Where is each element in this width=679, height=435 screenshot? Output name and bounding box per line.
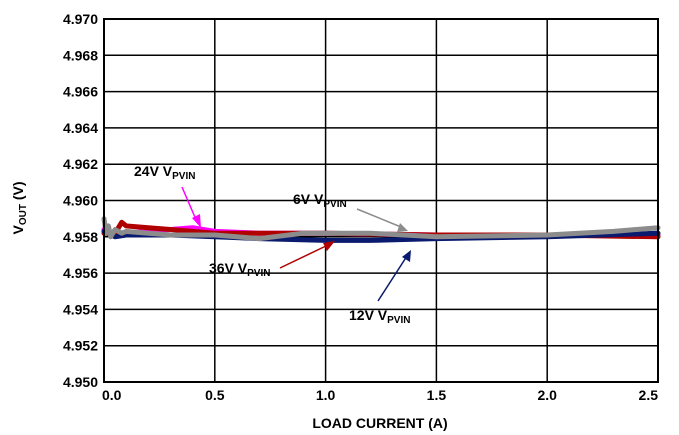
y-tick-label: 4.954	[63, 301, 98, 317]
y-tick-labels: 4.950 4.952 4.954 4.956 4.958 4.960 4.962 4.964…	[63, 11, 98, 390]
x-tick-label: 2.5	[639, 387, 659, 403]
annotation-arrowhead-6v	[397, 223, 408, 232]
annotation-arrow-36v	[279, 244, 329, 269]
y-tick-label: 4.960	[63, 193, 98, 209]
annotation-arrowhead-12v	[402, 250, 411, 262]
y-tick-label: 4.956	[63, 265, 98, 281]
annotation-arrow-12v	[377, 255, 408, 302]
series-label-12v: 12V VPVIN	[349, 307, 410, 326]
series-label-36v: 36V VPVIN	[209, 260, 270, 279]
plot-frame	[103, 18, 659, 383]
series-label-24v: 24V VPVIN	[134, 163, 195, 182]
annotation-arrow-6v	[356, 208, 402, 228]
y-tick-label: 4.966	[63, 84, 98, 100]
y-tick-label: 4.964	[63, 120, 98, 136]
y-tick-label: 4.950	[63, 374, 98, 390]
x-tick-label: 1.5	[427, 387, 447, 403]
annotation-arrowhead-24v	[192, 214, 201, 228]
x-tick-label: 2.0	[537, 387, 557, 403]
annotation-arrowhead-36v	[323, 241, 335, 251]
x-axis-title: LOAD CURRENT (A)	[312, 415, 447, 431]
x-tick-labels: 0.0 0.5 1.0 1.5 2.0 2.5	[102, 387, 658, 403]
x-tick-label: 0.0	[102, 387, 122, 403]
series-line-6v	[101, 216, 661, 242]
x-tick-label: 0.5	[205, 387, 225, 403]
y-tick-label: 4.958	[63, 229, 98, 245]
y-tick-label: 4.962	[63, 156, 98, 172]
series-annotations: 24V VPVIN 6V VPVIN 36V VPVIN 12V VPVIN	[134, 163, 411, 326]
y-tick-label: 4.968	[63, 47, 98, 63]
y-tick-label: 4.952	[63, 338, 98, 354]
annotation-arrow-24v	[181, 186, 198, 223]
series-lines	[101, 216, 661, 243]
x-tick-label: 1.0	[316, 387, 336, 403]
y-tick-label: 4.970	[63, 11, 98, 27]
series-label-6v: 6V VPVIN	[293, 191, 347, 210]
y-axis-title: VOUT (V)	[10, 181, 29, 234]
